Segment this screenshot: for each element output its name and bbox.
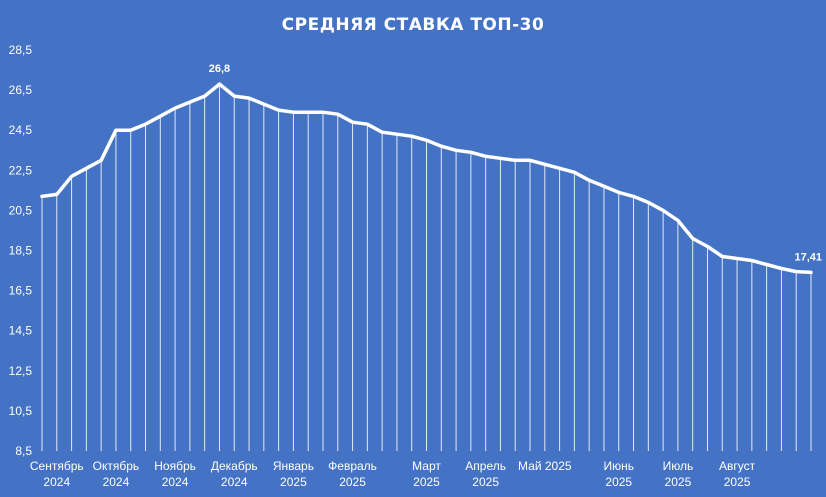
- y-tick-label: 8,5: [15, 444, 32, 458]
- y-tick-label: 10,5: [9, 404, 33, 418]
- x-tick-label: Ноябрь: [154, 459, 196, 473]
- drop-lines: [41, 84, 812, 451]
- x-tick-label: Октябрь: [93, 459, 140, 473]
- series-group: [40, 82, 813, 275]
- chart-title: СРЕДНЯЯ СТАВКА ТОП-30: [282, 15, 545, 35]
- x-tick-label: Декабрь: [211, 459, 258, 473]
- x-tick-label: 2024: [43, 475, 70, 489]
- data-label: 26,8: [209, 63, 230, 75]
- x-tick-label: Январь: [273, 459, 314, 473]
- x-tick-label: Июнь: [603, 459, 634, 473]
- x-tick-label: 2025: [280, 475, 307, 489]
- x-tick-label: Май 2025: [518, 459, 572, 473]
- x-tick-label: Февраль: [328, 459, 377, 473]
- y-tick-label: 20,5: [9, 203, 33, 217]
- y-tick-label: 24,5: [9, 123, 33, 137]
- x-tick-label: 2025: [472, 475, 499, 489]
- x-tick-label: Август: [719, 459, 756, 473]
- x-tick-label: Июль: [663, 459, 694, 473]
- data-label: 17,41: [794, 251, 822, 263]
- y-axis: 8,5 10,5 12,5 14,5 16,5 18,5 20,5 22,5 24,5 26,5 2…: [9, 43, 33, 458]
- y-tick-label: 22,5: [9, 163, 33, 177]
- x-tick-label: 2025: [413, 475, 440, 489]
- y-tick-label: 18,5: [9, 244, 33, 258]
- x-tick-label: 2024: [162, 475, 189, 489]
- y-tick-label: 28,5: [9, 43, 33, 57]
- x-tick-label: Сентябрь: [30, 459, 84, 473]
- y-tick-label: 14,5: [9, 324, 33, 338]
- y-tick-label: 16,5: [9, 284, 33, 298]
- data-labels: 26,8 17,41: [209, 63, 822, 263]
- y-tick-label: 12,5: [9, 364, 33, 378]
- y-tick-label: 26,5: [9, 83, 33, 97]
- x-tick-label: Апрель: [465, 459, 506, 473]
- x-tick-label: 2025: [724, 475, 751, 489]
- x-tick-label: Март: [412, 459, 441, 473]
- x-tick-label: 2025: [605, 475, 632, 489]
- x-axis: Сентябрь 2024 Октябрь 2024 Ноябрь 2024 Декабрь…: [30, 459, 756, 489]
- x-tick-label: 2024: [221, 475, 248, 489]
- x-tick-label: 2025: [665, 475, 692, 489]
- x-tick-label: 2024: [103, 475, 130, 489]
- x-tick-label: 2025: [339, 475, 366, 489]
